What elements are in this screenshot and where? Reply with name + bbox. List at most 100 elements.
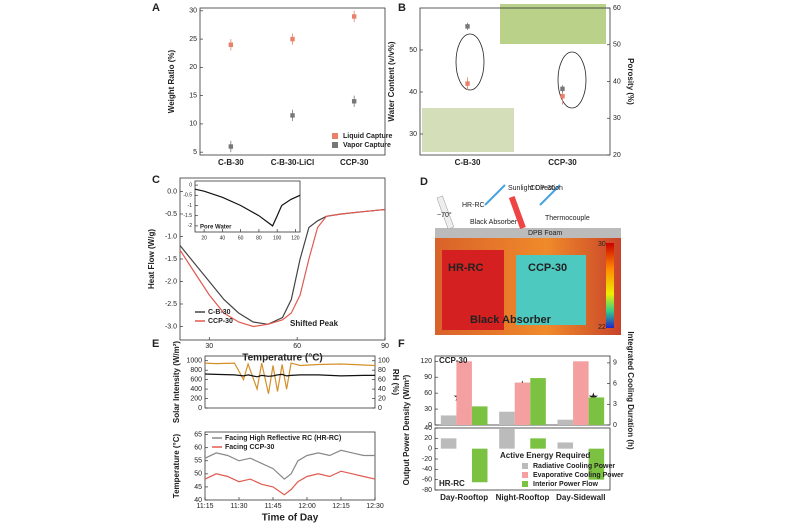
label: CCP-30 (530, 185, 555, 192)
y-tick-label: -2.5 (165, 301, 177, 308)
hrrc-block (442, 250, 504, 330)
y-tick-label: 40 (194, 497, 202, 504)
y-tick-label: 1000 (186, 358, 202, 365)
legend-label: Interior Power Flow (533, 481, 599, 488)
line (204, 470, 376, 496)
x-tick-label: 80 (256, 235, 262, 241)
y-tick-label: 10 (189, 121, 197, 128)
bar (499, 411, 515, 425)
y-tick-label: 0 (428, 422, 432, 429)
x-tick-label: 12:00 (298, 503, 316, 510)
y-tick-label: 15 (189, 92, 197, 99)
bar (557, 419, 574, 425)
x-tick-label: 120 (291, 235, 300, 241)
y2-tick-label: 9 (613, 360, 617, 367)
y-tick-label: 50 (194, 471, 202, 478)
legend-label: CCP-30 (208, 318, 233, 325)
y-tick-label: -60 (422, 477, 432, 484)
label: CCP-30 (528, 262, 567, 274)
x-tick-label: 11:15 (197, 503, 214, 510)
ellipse (455, 33, 485, 91)
y-tick-label: 90 (424, 374, 432, 381)
legend-swatch (332, 142, 338, 148)
bar (557, 442, 574, 449)
point (290, 113, 295, 118)
x-tick-label: 60 (293, 343, 301, 350)
legend-label: Liquid Capture (343, 133, 392, 140)
y-tick-label: -3.0 (165, 323, 177, 330)
category-label: Day-Sidewall (556, 493, 605, 502)
y-tick-label: -2.0 (165, 278, 177, 285)
x-tick-label: 20 (201, 235, 207, 241)
ccp-plate (508, 195, 526, 230)
y-tick-label: 0 (428, 446, 432, 453)
foam (435, 228, 621, 238)
y-tick-label: 60 (194, 445, 202, 452)
legend-swatch (522, 472, 528, 478)
annotation: Shifted Peak (290, 319, 339, 328)
bar (499, 429, 515, 449)
y-axis-label: Water Content (v/v%) (387, 41, 396, 121)
y2-tick-label: 30 (613, 115, 621, 122)
point (290, 36, 295, 42)
category-label: CCP-30 (340, 158, 369, 167)
bar (573, 361, 589, 425)
point (351, 14, 357, 19)
y-tick-label: 0 (189, 182, 192, 188)
y-axis-label: Temperature (°C) (172, 433, 181, 498)
y-axis-label: Output Power Density (W/m²) (402, 374, 411, 485)
y-tick-label: 20 (424, 435, 432, 442)
y2-tick-label: 3 (613, 401, 617, 408)
y-tick-label: 20 (189, 64, 197, 71)
y-tick-label: 120 (420, 358, 432, 365)
bar (471, 406, 488, 425)
legend-label: Radiative Cooling Power (533, 463, 615, 470)
y-axis-label: Weight Ratio (%) (167, 49, 176, 113)
arrow (484, 184, 506, 206)
y-tick-label: -20 (422, 456, 432, 463)
category-label: C-B-30-LiCl (271, 158, 315, 167)
category-label: CCP-30 (548, 158, 577, 167)
legend-label: Facing High Reflective RC (HR-RC) (225, 435, 341, 442)
y2-tick-label: 60 (378, 376, 386, 383)
y2-tick-label: 50 (613, 42, 621, 49)
point (228, 144, 234, 149)
y2-tick-label: 60 (613, 5, 621, 12)
y-tick-label: 600 (190, 376, 202, 383)
legend-label: C-B-30 (208, 309, 231, 316)
y2-tick-label: 20 (613, 152, 621, 159)
line (204, 449, 375, 480)
bar (471, 448, 488, 483)
y-tick-label: 50 (409, 47, 417, 54)
label: ~70° (437, 211, 452, 219)
legend-swatch (332, 133, 338, 139)
panel-letter: E (152, 338, 159, 350)
label: Thermocouple (545, 215, 590, 222)
x-tick-label: 11:30 (231, 503, 248, 510)
x-tick-label: 12:30 (366, 503, 384, 510)
y-tick-label: -2 (188, 223, 193, 229)
y-tick-label: 60 (424, 390, 432, 397)
point (465, 81, 470, 86)
hrrc-plate (436, 195, 455, 230)
y2-tick-label: 40 (378, 386, 386, 393)
panel-letter: A (152, 2, 160, 14)
label: HR-RC (462, 202, 485, 209)
plot-frame (204, 355, 376, 409)
y2-tick-label: 40 (613, 78, 621, 85)
y-tick-label: 65 (194, 431, 202, 438)
point (351, 99, 357, 104)
point (560, 86, 565, 92)
y-tick-label: -40 (422, 466, 432, 473)
label: Black Absorber (470, 314, 552, 326)
photo (422, 108, 514, 152)
y-tick-label: 40 (409, 89, 417, 96)
y2-tick-label: 20 (378, 395, 386, 402)
y-tick-label: -0.5 (183, 193, 192, 199)
arrow (539, 184, 561, 206)
line (204, 362, 376, 394)
y2-tick-label: 80 (378, 367, 386, 374)
y-tick-label: -1.5 (183, 213, 192, 219)
x-tick-label: 12:15 (332, 503, 350, 510)
y2-tick-label: 0 (613, 422, 617, 429)
